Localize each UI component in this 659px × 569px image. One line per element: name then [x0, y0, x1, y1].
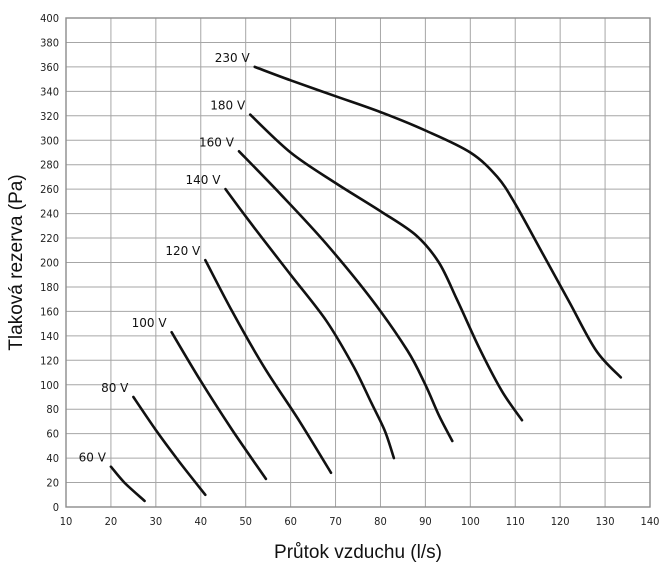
series-label-140v: 140 V — [186, 173, 222, 187]
y-tick-label-280: 280 — [40, 159, 59, 172]
plot-frame — [65, 17, 651, 508]
y-tick-label-60: 60 — [46, 428, 59, 441]
x-tick-label-100: 100 — [461, 515, 480, 528]
y-tick-label-260: 260 — [40, 183, 59, 196]
y-tick-label-320: 320 — [40, 110, 59, 123]
x-tick-label-20: 20 — [105, 515, 118, 528]
series-line-180v — [248, 113, 524, 422]
series-line-60v — [109, 465, 146, 503]
series-line-100v — [170, 330, 268, 481]
y-tick-label-340: 340 — [40, 85, 59, 98]
y-axis-title: Tlaková rezerva (Pa) — [6, 174, 27, 350]
y-tick-label-100: 100 — [40, 379, 59, 392]
y-tick-label-160: 160 — [40, 305, 59, 318]
series-line-80v — [132, 395, 207, 497]
x-tick-label-130: 130 — [596, 515, 615, 528]
series-labels: 60 V 80 V 100 V 120 V 140 V 160 V 180 V 230 V — [79, 51, 251, 465]
series-line-140v — [224, 187, 396, 460]
x-tick-label-30: 30 — [150, 515, 163, 528]
x-tick-label-70: 70 — [329, 515, 342, 528]
series-label-180v: 180 V — [210, 99, 246, 113]
x-tick-label-140: 140 — [641, 515, 659, 528]
y-tick-label-180: 180 — [40, 281, 59, 294]
x-tick-label-60: 60 — [284, 515, 297, 528]
series-line-230v — [253, 65, 623, 379]
series-lines — [109, 65, 623, 503]
y-tick-label-80: 80 — [46, 403, 59, 416]
x-tick-label-80: 80 — [374, 515, 387, 528]
series-label-160v: 160 V — [199, 135, 235, 149]
y-tick-label-20: 20 — [46, 477, 59, 490]
x-tick-label-40: 40 — [194, 515, 207, 528]
x-axis-title: Průtok vzduchu (l/s) — [274, 542, 442, 563]
y-tick-label-0: 0 — [53, 501, 59, 514]
y-tick-label-200: 200 — [40, 257, 59, 270]
grid — [65, 17, 651, 508]
y-tick-label-40: 40 — [46, 452, 59, 465]
y-tick-label-380: 380 — [40, 36, 59, 49]
y-tick-label-360: 360 — [40, 61, 59, 74]
x-tick-labels: 10 20 30 40 50 60 70 80 90 100 110 120 130 140 — [60, 515, 659, 528]
series-label-100v: 100 V — [132, 316, 168, 330]
series-line-120v — [204, 258, 333, 475]
series-line-160v — [237, 150, 454, 443]
x-tick-label-120: 120 — [551, 515, 570, 528]
y-tick-label-220: 220 — [40, 232, 59, 245]
x-tick-label-110: 110 — [506, 515, 525, 528]
y-tick-label-140: 140 — [40, 330, 59, 343]
series-label-230v: 230 V — [215, 51, 251, 65]
y-tick-label-120: 120 — [40, 354, 59, 367]
series-label-60v: 60 V — [79, 451, 107, 465]
series-label-120v: 120 V — [165, 244, 201, 258]
x-tick-label-50: 50 — [239, 515, 252, 528]
series-label-80v: 80 V — [101, 381, 129, 395]
x-tick-label-90: 90 — [419, 515, 432, 528]
y-tick-label-240: 240 — [40, 208, 59, 221]
y-tick-label-300: 300 — [40, 134, 59, 147]
x-tick-label-10: 10 — [60, 515, 73, 528]
y-tick-labels: 0 20 40 60 80 100 120 140 160 180 200 220 240 260 280 3… — [40, 12, 59, 514]
y-tick-label-400: 400 — [40, 12, 59, 25]
